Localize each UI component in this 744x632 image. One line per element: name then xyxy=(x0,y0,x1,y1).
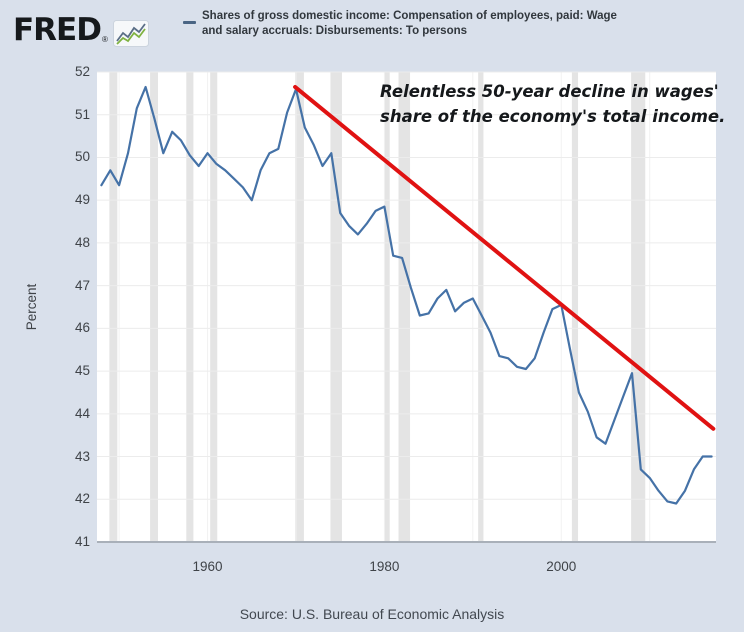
chart-annotation: Relentless 50-year decline in wages' sha… xyxy=(380,79,726,129)
x-tick-label: 1980 xyxy=(369,559,400,574)
recession-band xyxy=(384,72,390,542)
series-legend-line2: and salary accruals: Disbursements: To p… xyxy=(202,24,468,37)
legend-line-swatch xyxy=(183,21,196,24)
registered-trademark: ® xyxy=(101,35,108,44)
chart-annotation-line2: share of the economy's total income. xyxy=(380,107,726,126)
recession-band xyxy=(478,72,484,542)
y-axis-title: Percent xyxy=(24,283,39,331)
y-tick-label: 50 xyxy=(74,149,90,165)
source-attribution: Source: U.S. Bureau of Economic Analysis xyxy=(239,606,505,622)
fred-logo: FRED ® xyxy=(13,8,149,52)
series-legend-line1: Shares of gross domestic income: Compens… xyxy=(202,10,617,22)
y-tick-label: 47 xyxy=(74,277,90,293)
data-series-line xyxy=(100,85,713,505)
recession-band xyxy=(571,72,579,542)
trend-line xyxy=(293,84,716,431)
y-tick-label: 43 xyxy=(74,448,90,464)
y-tick-label: 45 xyxy=(74,363,90,379)
series-legend-label: Shares of gross domestic income: Compens… xyxy=(202,9,702,38)
fred-logo-text: FRED xyxy=(13,12,102,48)
y-tick-label: 42 xyxy=(74,491,90,507)
chart-annotation-line1: Relentless 50-year decline in wages' xyxy=(380,82,719,101)
x-tick-label: 1960 xyxy=(192,559,223,574)
recession-band xyxy=(109,72,118,542)
y-tick-label: 44 xyxy=(74,405,90,421)
recession-band xyxy=(330,72,342,542)
recession-band xyxy=(150,72,159,542)
recession-band xyxy=(186,72,194,542)
sparkline-icon xyxy=(112,19,149,47)
y-tick-label: 52 xyxy=(74,64,90,79)
y-tick-label: 51 xyxy=(74,106,90,122)
recession-band xyxy=(398,72,411,542)
y-tick-label: 46 xyxy=(74,320,90,336)
recession-band xyxy=(210,72,218,542)
y-tick-label: 41 xyxy=(74,534,90,549)
y-tick-label: 48 xyxy=(74,234,90,250)
x-tick-label: 2000 xyxy=(546,559,577,574)
y-tick-label: 49 xyxy=(74,192,90,208)
recession-band xyxy=(631,72,646,542)
recession-band xyxy=(295,72,304,542)
